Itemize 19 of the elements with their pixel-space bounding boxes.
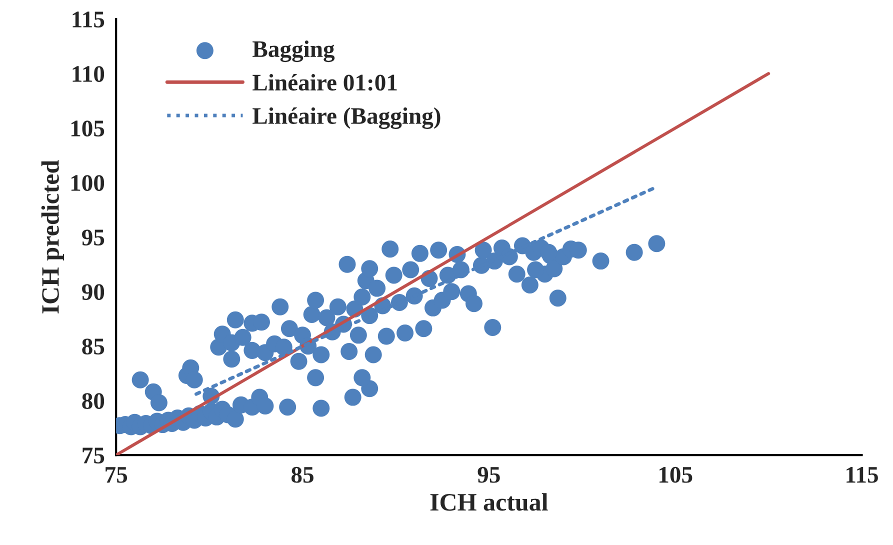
legend-label: Linéaire 01:01: [252, 74, 397, 91]
legend-label: Linéaire (Bagging): [252, 107, 440, 129]
x-tick-label: 105: [660, 466, 692, 483]
y-tick-label: 95: [82, 230, 104, 246]
x-tick-label: 75: [106, 467, 128, 483]
x-tick-label: 115: [846, 466, 878, 483]
y-axis-title: ICH predicted: [41, 160, 64, 314]
x-tick-label: 95: [478, 466, 500, 483]
y-tick-label: 110: [72, 66, 104, 82]
x-axis-title: ICH actual: [430, 493, 548, 511]
y-tick-label: 85: [82, 338, 104, 354]
y-tick-label: 80: [82, 393, 104, 409]
x-tick-label: 85: [291, 466, 314, 483]
legend-label: Bagging: [252, 40, 335, 62]
y-tick-label: 100: [71, 175, 104, 191]
y-tick-label: 105: [71, 120, 104, 136]
y-tick-label: 75: [82, 448, 104, 464]
y-tick-label: 115: [72, 12, 104, 28]
y-tick-label: 90: [82, 284, 104, 300]
